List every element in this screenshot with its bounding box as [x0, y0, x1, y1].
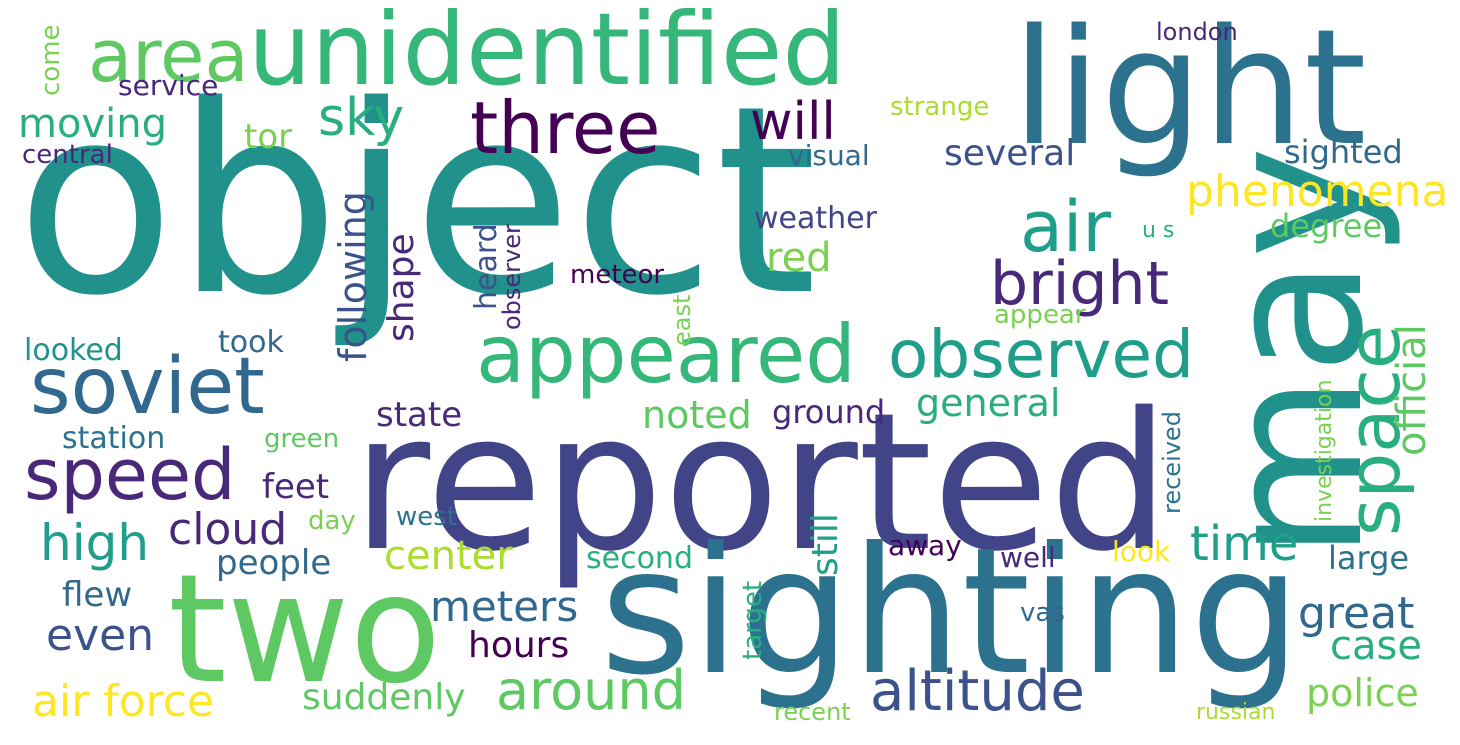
word-air_force: air force: [32, 676, 215, 727]
word-took: took: [218, 325, 284, 360]
word-hours: hours: [468, 625, 570, 666]
word-central: central: [22, 140, 113, 170]
word-observer: observer: [498, 224, 526, 330]
word-day: day: [308, 506, 356, 536]
word-still: still: [805, 513, 846, 576]
word-red: red: [766, 235, 832, 281]
word-received: received: [1158, 411, 1186, 514]
word-following: following: [331, 191, 375, 362]
word-sighted: sighted: [1284, 133, 1403, 171]
word-unidentified: unidentified: [248, 0, 846, 108]
word-russian: russian: [1196, 700, 1276, 725]
word-degree: degree: [1270, 207, 1383, 245]
word-cloud: cloud: [168, 504, 288, 555]
word-sighting: sighting: [600, 511, 1302, 714]
word-bright: bright: [990, 249, 1170, 319]
word-speed: speed: [24, 434, 236, 516]
word-london: london: [1156, 18, 1238, 46]
word-look: look: [1112, 535, 1171, 568]
word-will: will: [750, 92, 836, 152]
word-feet: feet: [262, 467, 330, 507]
word-meteor: meteor: [570, 260, 665, 290]
word-even: even: [46, 610, 155, 661]
word-general: general: [916, 381, 1061, 425]
word-sky: sky: [318, 88, 405, 148]
word-appear: appear: [994, 300, 1086, 330]
word-appeared: appeared: [476, 308, 856, 401]
word-moving: moving: [18, 101, 167, 147]
word-large: large: [1328, 539, 1410, 577]
word-u_s: u s: [1142, 218, 1175, 243]
word-police: police: [1306, 671, 1419, 715]
word-flew: flew: [62, 575, 133, 615]
word-station: station: [62, 421, 166, 456]
word-suddenly: suddenly: [302, 677, 466, 718]
word-investigation: investigation: [1312, 379, 1337, 522]
word-object: object: [16, 51, 818, 353]
word-tor: tor: [244, 117, 293, 157]
word-case: case: [1330, 623, 1422, 669]
word-vas: vas: [1020, 598, 1065, 628]
word-reported: reported: [352, 372, 1170, 593]
word-three: three: [470, 86, 661, 170]
word-away: away: [888, 529, 962, 562]
word-center: center: [384, 533, 513, 579]
word-green: green: [264, 424, 340, 454]
word-meters: meters: [430, 582, 579, 631]
word-second: second: [586, 541, 693, 576]
word-service: service: [118, 69, 219, 102]
word-soviet: soviet: [30, 342, 265, 432]
word-visual: visual: [788, 139, 870, 172]
word-great: great: [1298, 588, 1415, 639]
word-east: east: [668, 294, 696, 346]
word-shape: shape: [381, 233, 422, 342]
word-around: around: [496, 659, 686, 722]
word-noted: noted: [642, 393, 752, 437]
word-phenomena: phenomena: [1186, 166, 1449, 217]
word-west: west: [396, 502, 458, 532]
word-strange: strange: [890, 92, 990, 122]
word-two: two: [168, 543, 442, 717]
word-altitude: altitude: [870, 659, 1085, 724]
word-area: area: [88, 14, 249, 98]
word-ground: ground: [772, 393, 886, 431]
word-air: air: [1020, 186, 1112, 268]
word-looked: looked: [24, 333, 123, 368]
word-state: state: [376, 395, 463, 435]
word-weather: weather: [754, 201, 877, 236]
word-observed: observed: [888, 316, 1194, 393]
word-light: light: [1012, 0, 1367, 181]
word-target: target: [738, 580, 768, 660]
word-come: come: [36, 24, 66, 96]
word-recent: recent: [774, 698, 851, 726]
word-several: several: [944, 133, 1076, 174]
word-high: high: [40, 514, 150, 572]
word-official: official: [1389, 324, 1435, 456]
word-time: time: [1190, 516, 1299, 572]
word-people: people: [216, 543, 332, 583]
word-well: well: [1000, 541, 1056, 574]
